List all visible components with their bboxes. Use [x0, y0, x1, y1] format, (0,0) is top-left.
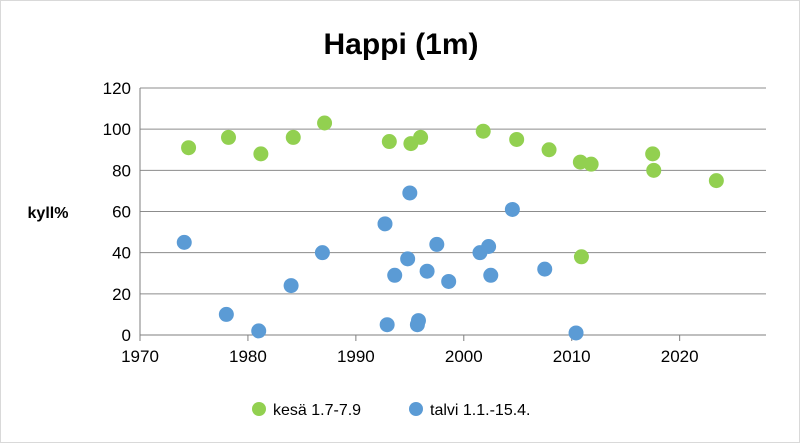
data-point-series1-5 [377, 216, 393, 232]
data-point-series0-15 [708, 173, 724, 189]
axes [139, 88, 766, 341]
data-point-series0-4 [317, 115, 333, 131]
x-tick-label-1980: 1980 [229, 347, 267, 366]
y-tick-label-20: 20 [112, 285, 131, 304]
data-point-series1-18 [504, 201, 520, 217]
data-point-series1-3 [283, 278, 299, 294]
legend-label-winter: talvi 1.1.-15.4. [430, 402, 531, 419]
data-point-series1-0 [176, 234, 192, 250]
data-point-series0-10 [541, 142, 557, 158]
data-point-series0-8 [475, 123, 491, 139]
data-point-series0-13 [645, 146, 661, 162]
data-point-series1-4 [314, 245, 330, 261]
legend: kesä 1.7-7.9 talvi 1.1.-15.4. [252, 402, 531, 419]
y-tick-label-40: 40 [112, 244, 131, 263]
x-tick-label-2010: 2010 [553, 347, 591, 366]
data-point-series0-2 [253, 146, 269, 162]
data-point-series0-9 [509, 131, 525, 147]
data-point-series1-13 [429, 236, 445, 252]
gridlines [140, 87, 766, 295]
data-point-series1-7 [387, 267, 403, 283]
y-axis-label: kyll% [28, 205, 69, 222]
legend-swatch-summer [252, 402, 266, 416]
y-tick-label-0: 0 [122, 326, 131, 345]
data-point-series0-16 [573, 249, 589, 265]
x-tick-label-2020: 2020 [661, 347, 699, 366]
data-point-series1-11 [410, 313, 426, 329]
data-point-series0-7 [413, 129, 429, 145]
x-tick-labels: 1970 1980 1990 2000 2010 2020 [121, 347, 698, 366]
y-tick-label-120: 120 [103, 79, 131, 98]
data-point-series1-14 [441, 273, 457, 289]
data-point-series0-3 [285, 129, 301, 145]
y-tick-label-60: 60 [112, 203, 131, 222]
data-point-series0-14 [646, 162, 662, 178]
legend-label-summer: kesä 1.7-7.9 [273, 402, 361, 419]
data-point-series0-0 [181, 140, 197, 156]
data-point-series1-1 [218, 306, 234, 322]
data-point-series1-12 [419, 263, 435, 279]
data-point-series1-9 [402, 185, 418, 201]
data-point-series0-1 [221, 129, 237, 145]
y-tick-label-100: 100 [103, 120, 131, 139]
data-point-series1-20 [568, 325, 584, 341]
x-tick-label-1990: 1990 [337, 347, 375, 366]
data-point-series1-17 [483, 267, 499, 283]
data-point-series1-6 [379, 317, 395, 333]
data-point-series1-19 [537, 261, 553, 277]
data-points [176, 115, 724, 341]
legend-swatch-winter [409, 402, 423, 416]
data-point-series1-16 [481, 238, 497, 254]
data-point-series1-2 [251, 323, 267, 339]
y-tick-label-80: 80 [112, 161, 131, 180]
data-point-series0-12 [583, 156, 599, 172]
data-point-series0-5 [381, 134, 397, 150]
chart-title: Happi (1m) [323, 28, 478, 61]
data-point-series1-8 [400, 251, 416, 267]
y-tick-labels: 0 20 40 60 80 100 120 [103, 79, 131, 345]
x-tick-label-2000: 2000 [445, 347, 483, 366]
x-tick-label-1970: 1970 [121, 347, 159, 366]
